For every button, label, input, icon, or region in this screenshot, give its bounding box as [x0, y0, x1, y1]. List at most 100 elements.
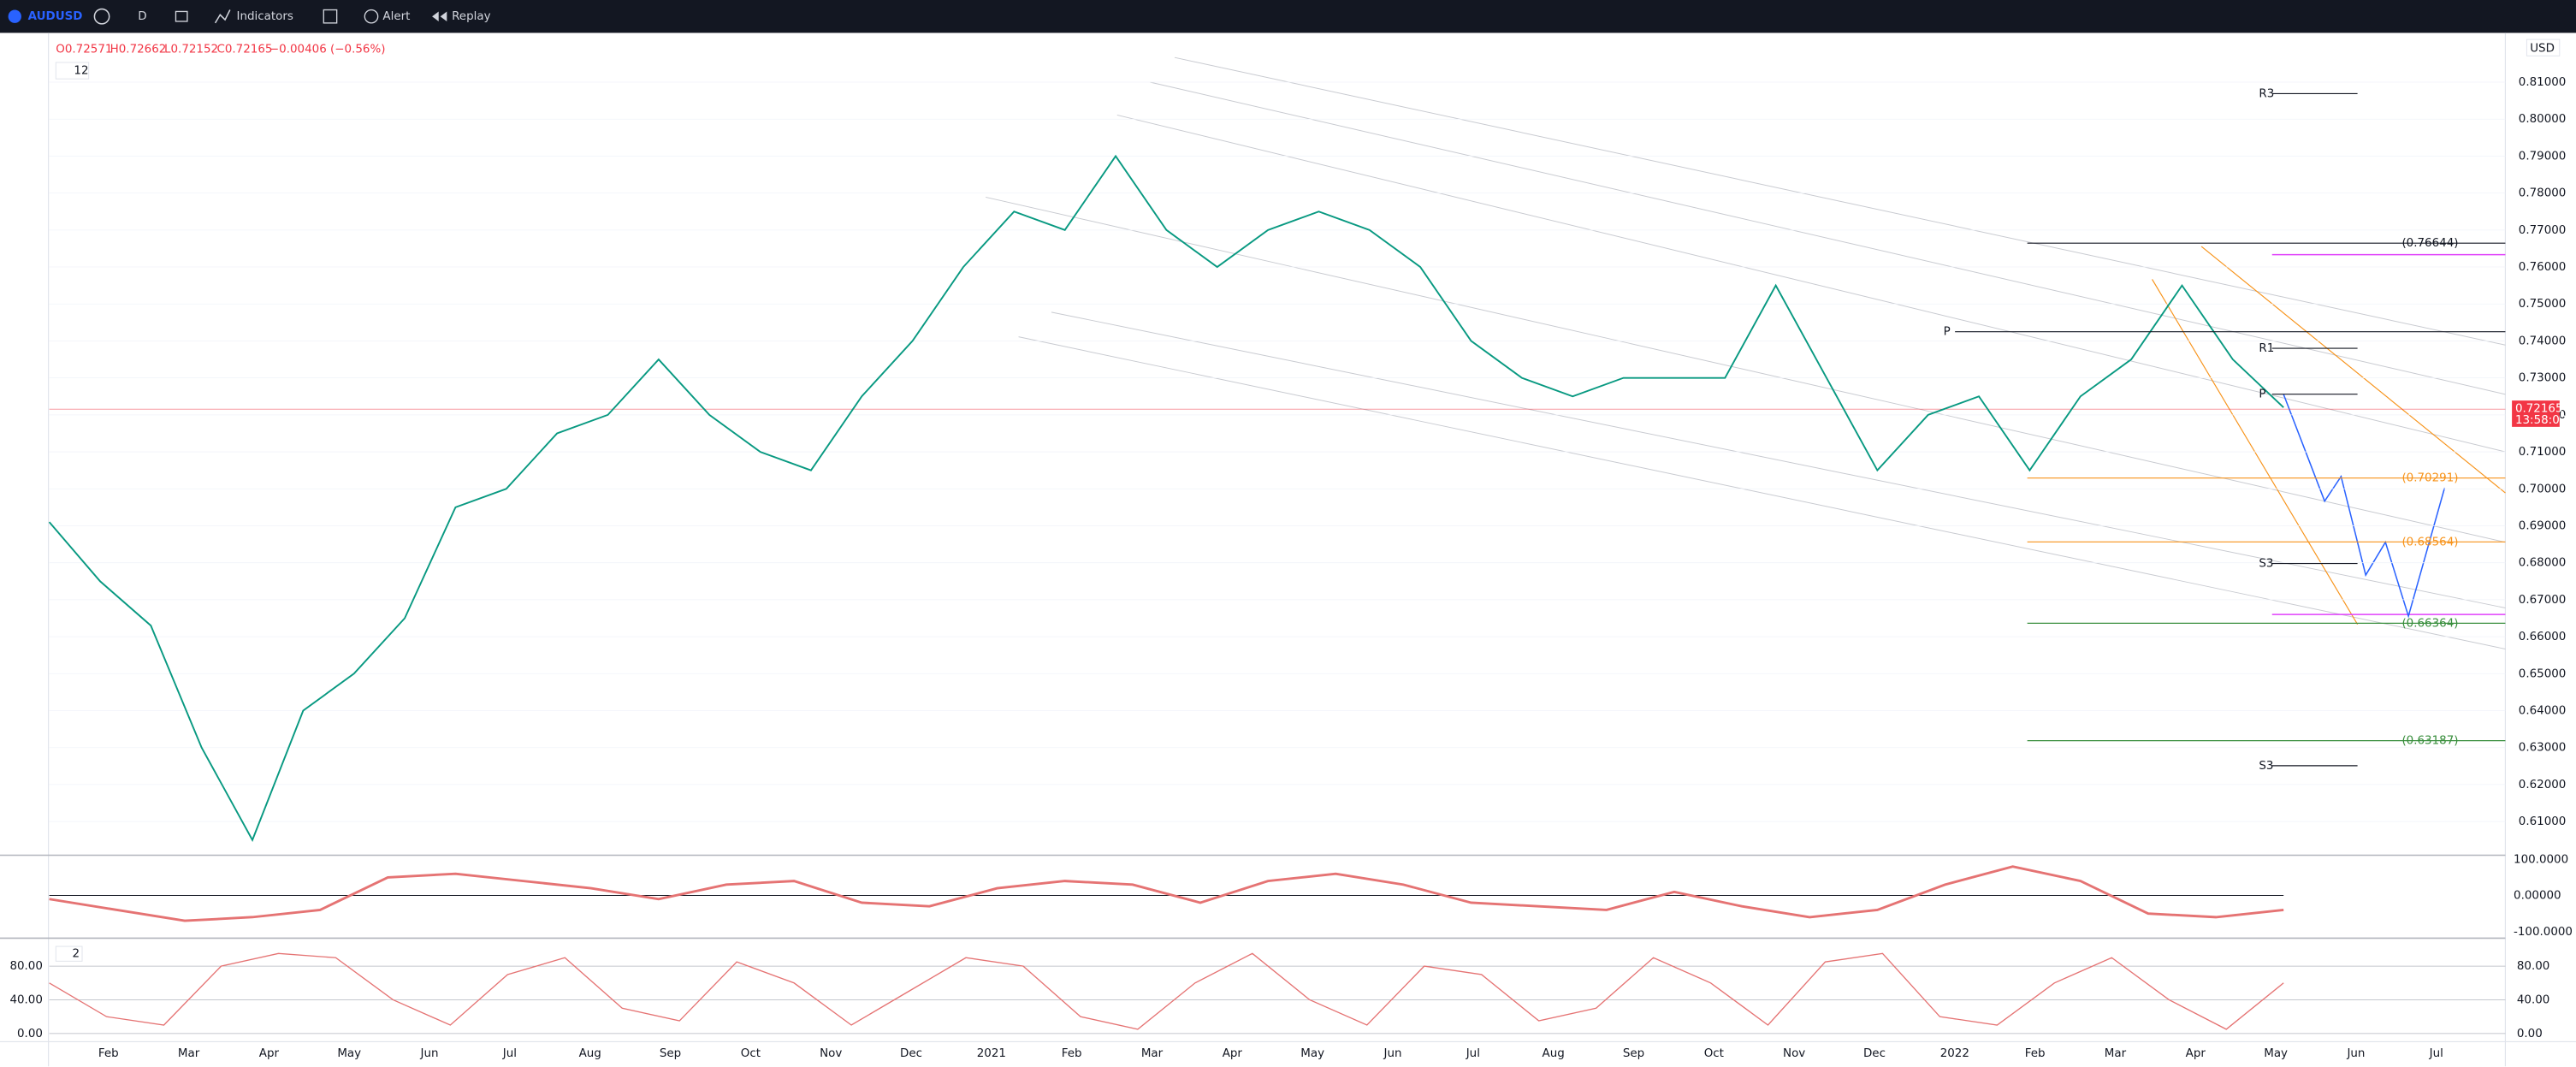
pane-toggle[interactable] — [55, 945, 83, 962]
pivot-label: P — [2259, 388, 2265, 401]
toolbar — [0, 0, 2576, 33]
layouts[interactable] — [323, 9, 338, 24]
time-label: Mar — [1141, 1047, 1164, 1060]
time-label: Jul — [1466, 1047, 1480, 1060]
symbol-icon[interactable] — [8, 9, 21, 23]
trend-lines — [2152, 246, 2506, 625]
price-tick-label: 0.81000 — [2519, 76, 2567, 89]
time-label: 2022 — [1940, 1047, 1969, 1060]
pivot-label: S3 — [2259, 760, 2273, 773]
time-label: May — [337, 1047, 361, 1060]
indicators-button[interactable]: Indicators — [237, 10, 293, 23]
stoch-tick-label: 0.00 — [2517, 1028, 2543, 1040]
price-tick-label: 0.66000 — [2519, 631, 2567, 643]
time-label: Apr — [1223, 1047, 1243, 1060]
price-tick-label: 0.64000 — [2519, 705, 2567, 718]
fib-label: (0.76644) — [2401, 237, 2458, 250]
time-label: May — [1300, 1047, 1324, 1060]
time-label: Nov — [1783, 1047, 1805, 1060]
time-label: Apr — [259, 1047, 280, 1060]
alert-icon[interactable] — [364, 9, 379, 24]
time-label: Jun — [420, 1047, 439, 1060]
add-symbol[interactable] — [93, 8, 110, 25]
legend-open: O0.72571 — [56, 44, 112, 56]
currency[interactable]: USD — [2530, 43, 2555, 56]
time-label: Feb — [98, 1047, 119, 1060]
price-tick-label: 0.65000 — [2519, 667, 2567, 680]
fib-label: (0.70291) — [2401, 472, 2458, 485]
price-tick-label: 0.63000 — [2519, 742, 2567, 755]
fib-label: (0.68564) — [2401, 536, 2458, 548]
price-tick-label: 0.62000 — [2519, 779, 2567, 791]
currency-button[interactable] — [2526, 39, 2561, 56]
time-label: Mar — [178, 1047, 200, 1060]
indicator-count[interactable]: 12 — [74, 65, 88, 78]
time-label: Mar — [2105, 1047, 2127, 1060]
channel-lines — [986, 56, 2506, 649]
price-tick-label: 0.79000 — [2519, 150, 2567, 163]
time-label: May — [2264, 1047, 2288, 1060]
indicator-toggle[interactable] — [55, 62, 90, 80]
pivot-label: R3 — [2259, 87, 2274, 100]
price-line — [48, 154, 2284, 842]
fib-label: (0.63187) — [2401, 735, 2458, 748]
last-price: 0.72165 — [2515, 403, 2563, 416]
price-tick-label: 0.70000 — [2519, 483, 2567, 495]
price-tick-label: 0.75000 — [2519, 298, 2567, 311]
oscillator-line — [49, 865, 2284, 922]
oscillator-tick-label: -100.0000 — [2514, 926, 2573, 939]
price-tick-label: 0.74000 — [2519, 335, 2567, 347]
time-label: Sep — [660, 1047, 681, 1060]
time-label: Sep — [1623, 1047, 1644, 1060]
legend-close: C0.72165 — [216, 44, 272, 56]
symbol[interactable]: AUDUSD — [28, 10, 83, 23]
time-label: Feb — [2025, 1047, 2046, 1060]
time-label: Jul — [502, 1047, 517, 1060]
pane-count[interactable]: 2 — [72, 948, 80, 961]
countdown: 13:58:02 — [2515, 414, 2567, 427]
stoch-tick-label-left: 80.00 — [9, 960, 42, 973]
time-label: Aug — [1543, 1047, 1565, 1060]
time-label: Dec — [1863, 1047, 1886, 1060]
replay-button[interactable]: Replay — [452, 10, 490, 23]
alert-button[interactable]: Alert — [382, 10, 410, 23]
price-tick-label: 0.78000 — [2519, 187, 2567, 200]
replay-icon[interactable] — [432, 11, 447, 21]
price-tick-label: 0.69000 — [2519, 519, 2567, 532]
stoch-line — [49, 952, 2284, 1030]
time-label: Aug — [579, 1047, 601, 1060]
stoch-tick-label-left: 0.00 — [17, 1028, 43, 1040]
indicators-icon[interactable] — [214, 9, 231, 24]
legend-low: L0.72152 — [164, 44, 218, 56]
pivot-label: R1 — [2259, 342, 2274, 355]
price-tick-label: 0.61000 — [2519, 815, 2567, 828]
last-price-tag — [2512, 400, 2560, 427]
legend-change: −0.00406 (−0.56%) — [269, 44, 386, 56]
price-tick-label: 0.77000 — [2519, 224, 2567, 237]
oscillator-tick-label: 0.00000 — [2514, 890, 2561, 903]
legend-high: H0.72662 — [110, 44, 167, 56]
interval[interactable]: D — [138, 10, 146, 23]
time-label: Oct — [741, 1047, 761, 1060]
stoch-tick-label: 80.00 — [2517, 960, 2549, 973]
time-label: 2021 — [977, 1047, 1006, 1060]
price-tick-label: 0.73000 — [2519, 372, 2567, 385]
time-label: Jul — [2429, 1047, 2443, 1060]
time-label: Oct — [1704, 1047, 1724, 1060]
time-label: Dec — [900, 1047, 922, 1060]
pivot-label: S3 — [2259, 558, 2273, 571]
price-tick-label: 0.71000 — [2519, 446, 2567, 459]
time-label: Apr — [2186, 1047, 2206, 1060]
fib-label: (0.66364) — [2401, 617, 2458, 630]
projection-path — [2283, 394, 2446, 619]
time-label: Nov — [820, 1047, 842, 1060]
time-label: Jun — [2346, 1047, 2365, 1060]
price-tick-label: 0.67000 — [2519, 594, 2567, 607]
stoch-tick-label: 40.00 — [2517, 993, 2549, 1006]
price-tick-label: 0.76000 — [2519, 261, 2567, 274]
price-tick-label: 0.80000 — [2519, 113, 2567, 126]
time-label: Jun — [1383, 1047, 1402, 1060]
price-tick-label: 0.68000 — [2519, 557, 2567, 570]
chart-type[interactable] — [175, 10, 188, 22]
